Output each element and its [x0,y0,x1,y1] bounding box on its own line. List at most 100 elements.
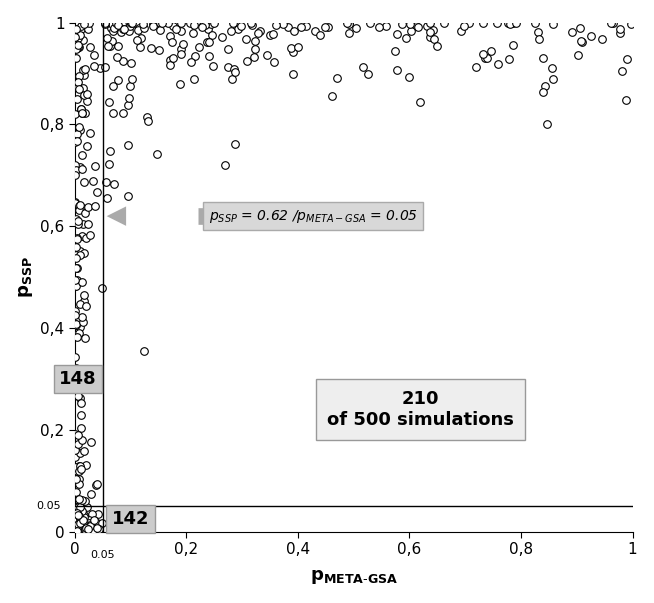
Point [626,19,636,28]
Point [75,520,85,530]
Point [79,525,90,535]
Point [301,21,311,31]
Point [203,51,214,61]
Point [608,19,619,28]
Point [271,21,282,30]
Point [71,526,82,536]
Point [75,517,86,527]
Point [76,519,86,528]
Point [230,68,240,77]
Point [155,25,165,34]
Point [146,43,157,52]
Point [70,444,80,454]
Point [70,275,80,285]
Point [133,24,144,33]
Point [344,18,354,28]
Point [71,233,82,243]
Point [70,330,80,340]
Point [82,96,93,106]
Point [70,282,80,291]
Point [88,524,99,534]
Point [71,242,81,252]
Point [75,201,86,210]
Point [79,290,90,300]
Point [133,21,143,30]
Point [80,520,91,530]
Point [73,36,84,46]
Point [111,20,122,30]
Point [73,525,83,534]
Point [615,28,626,38]
Point [76,509,86,519]
Point [71,516,82,526]
Point [125,81,135,90]
Point [118,108,128,118]
Point [112,52,122,62]
Point [70,253,80,262]
Point [124,93,134,103]
Point [77,506,87,516]
Point [176,49,186,58]
Point [103,97,114,107]
Point [429,34,439,43]
Point [128,74,138,84]
Point [77,435,87,445]
Point [267,29,278,39]
Point [75,519,85,529]
Point [70,517,80,527]
Point [72,519,82,529]
Point [80,109,90,118]
Point [102,33,112,42]
Point [76,522,86,531]
Point [82,520,92,529]
Point [230,139,240,149]
Point [149,18,160,28]
Point [72,521,82,531]
Point [73,523,83,533]
Point [154,45,165,54]
Point [92,523,102,533]
Point [72,502,82,512]
Point [113,41,124,51]
Point [93,522,103,531]
Point [73,78,84,87]
Point [75,203,86,212]
Point [78,515,88,525]
Point [79,513,90,522]
Point [381,21,391,31]
Point [80,496,91,506]
Point [70,519,80,529]
Point [70,525,80,534]
Point [73,523,84,533]
Point [72,511,82,520]
Point [73,475,84,484]
Point [73,33,83,42]
Point [124,21,135,31]
Point [106,21,116,30]
Point [548,75,559,84]
Point [78,66,88,75]
Point [80,64,91,74]
Point [78,517,89,526]
Point [92,479,102,489]
Point [142,112,152,122]
Point [71,165,81,175]
Point [217,32,228,42]
Point [89,515,99,525]
Point [71,321,81,330]
Point [168,53,179,63]
Point [464,18,475,28]
Point [405,27,416,36]
Point [70,505,80,515]
Point [77,109,87,118]
Point [71,502,82,512]
Point [72,275,82,285]
Point [77,232,87,241]
Point [78,71,89,80]
Point [74,122,84,132]
Point [269,57,279,66]
Point [97,283,107,293]
Point [71,474,81,484]
Point [185,18,196,28]
Point [77,151,87,160]
